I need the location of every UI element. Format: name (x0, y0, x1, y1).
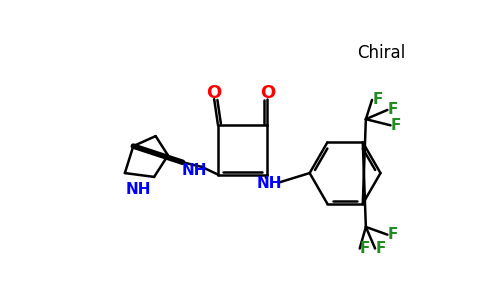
Text: NH: NH (126, 182, 151, 197)
Text: NH: NH (182, 163, 207, 178)
Text: F: F (388, 102, 398, 117)
Text: F: F (375, 241, 386, 256)
Text: F: F (360, 241, 370, 256)
Text: F: F (388, 227, 398, 242)
Text: F: F (372, 92, 382, 107)
Text: NH: NH (257, 176, 282, 191)
Text: O: O (207, 84, 222, 102)
Text: F: F (391, 118, 401, 133)
Text: O: O (260, 84, 275, 102)
Text: Chiral: Chiral (357, 44, 406, 62)
